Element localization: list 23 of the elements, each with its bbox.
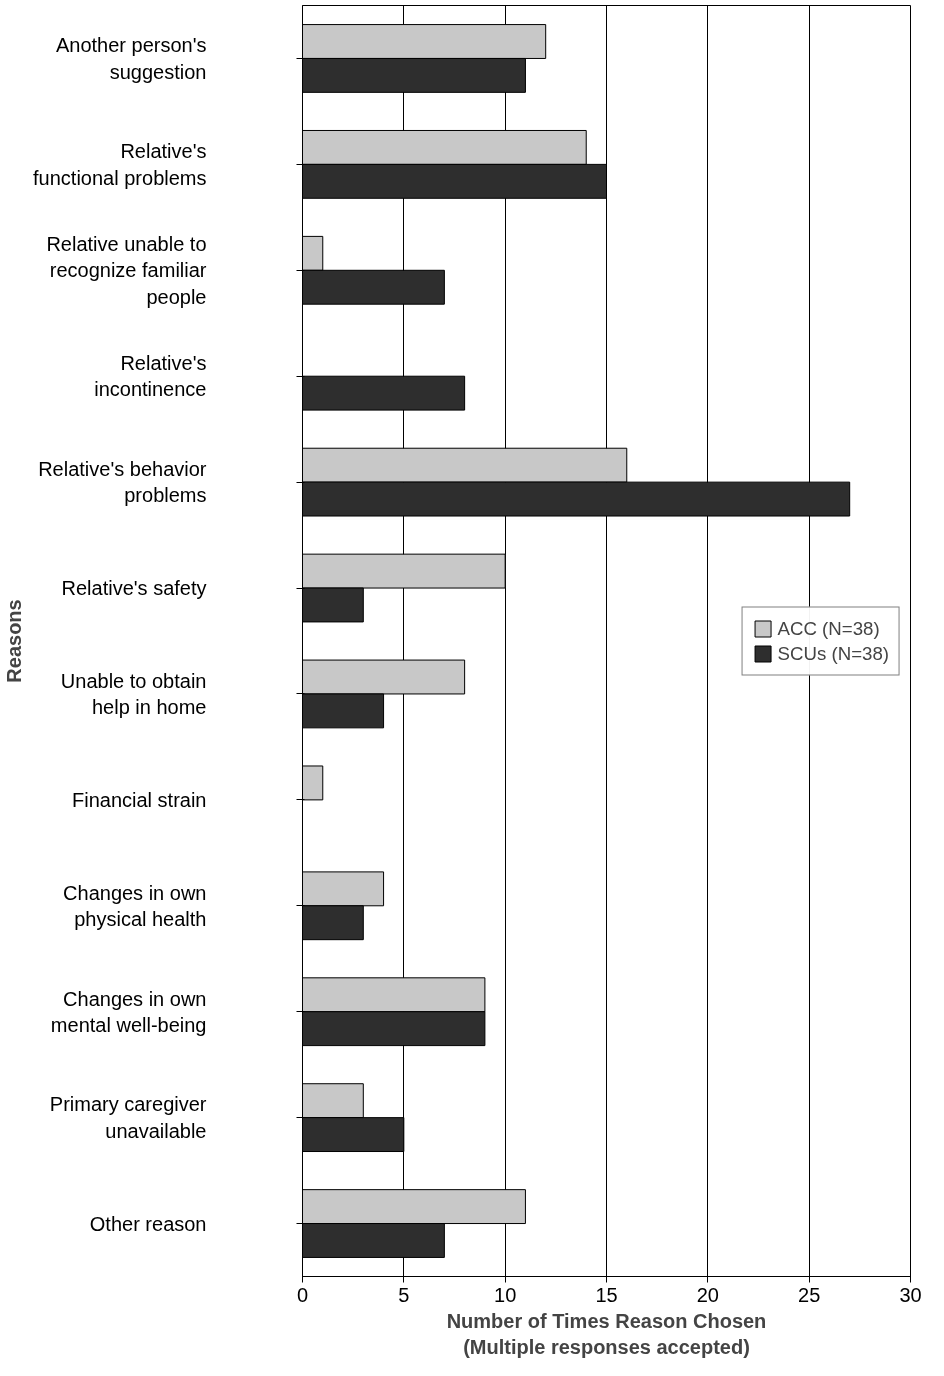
x-tick-label: 0	[296, 1283, 309, 1306]
y-tick-label: Financial strain	[72, 788, 207, 811]
y-axis-title: Reasons	[3, 599, 26, 683]
x-tick-label: 20	[696, 1283, 719, 1306]
x-tick-label: 10	[494, 1283, 517, 1306]
y-tick-label: Changes in own mental well-being	[50, 987, 207, 1036]
legend-label: SCUs (N=38)	[777, 642, 889, 664]
x-tick-label: 15	[595, 1283, 618, 1306]
y-tick-label: Relative unable to recognize familiar people	[46, 232, 207, 308]
y-tick-label: Relative's safety	[61, 577, 207, 600]
y-tick-label: Primary caregiver unavailable	[49, 1093, 207, 1142]
x-axis-title: Number of Times Reason Chosen (Multiple responses accepted)	[446, 1309, 767, 1358]
y-tick-label: Unable to obtain help in home	[60, 669, 207, 719]
x-tick-label: 30	[899, 1283, 922, 1306]
y-tick-label: Relative's functional problems	[33, 140, 207, 189]
y-tick-label: Relative's incontinence	[94, 352, 207, 401]
y-tick-label: Changes in own physical health	[63, 881, 207, 930]
legend-label: ACC (N=38)	[777, 617, 880, 639]
x-tick-label: 25	[798, 1283, 821, 1306]
y-tick-label: Other reason	[89, 1212, 207, 1235]
y-tick-label: Another person's suggestion	[55, 34, 207, 83]
x-tick-label: 5	[398, 1283, 410, 1306]
y-tick-label: Relative's behavior problems	[38, 457, 207, 507]
